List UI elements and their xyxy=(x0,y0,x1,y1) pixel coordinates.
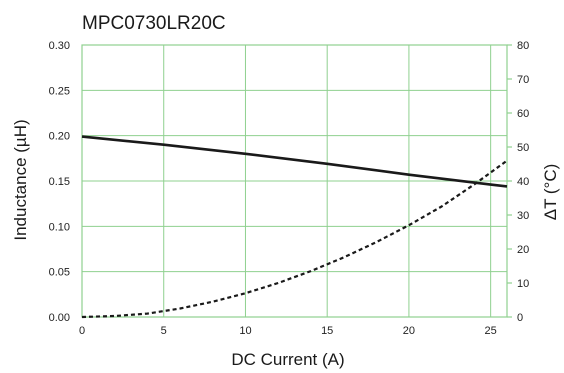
x-tick-label: 25 xyxy=(485,325,497,337)
y-right-tick-label: 60 xyxy=(517,108,529,120)
x-tick-label: 5 xyxy=(161,325,167,337)
inductance-line xyxy=(81,135,508,188)
y-right-tick-label: 50 xyxy=(517,142,529,154)
x-tick-label: 20 xyxy=(403,325,415,337)
y-axis-title: Inductance (µH) xyxy=(11,119,30,240)
y-tick-label: 0.05 xyxy=(49,267,70,279)
y-right-tick-label: 80 xyxy=(517,40,529,52)
y-right-tick-label: 0 xyxy=(517,312,523,324)
chart-title: MPC0730LR20C xyxy=(82,13,226,34)
grid xyxy=(81,44,512,318)
y-right-tick-label: 40 xyxy=(517,176,529,188)
y-tick-label: 0.00 xyxy=(49,312,70,324)
x-tick-label: 0 xyxy=(79,325,85,337)
y-tick-label: 0.10 xyxy=(49,221,70,233)
temperature-rise-line xyxy=(81,159,508,319)
y-tick-label: 0.15 xyxy=(49,176,70,188)
y-right-tick-label: 10 xyxy=(517,278,529,290)
series xyxy=(81,135,508,319)
y-axis-right-title: ΔT (°C) xyxy=(541,164,560,221)
x-axis-title: DC Current (A) xyxy=(231,350,344,369)
x-tick-label: 15 xyxy=(321,325,333,337)
y-tick-label: 0.30 xyxy=(49,40,70,52)
y-right-tick-label: 20 xyxy=(517,244,529,256)
y-tick-label: 0.20 xyxy=(49,131,70,143)
x-tick-label: 10 xyxy=(239,325,251,337)
y-right-tick-label: 70 xyxy=(517,74,529,86)
y-tick-label: 0.25 xyxy=(49,85,70,97)
y-right-tick-label: 30 xyxy=(517,210,529,222)
tick-labels: 0 5 10 15 20 25 0.00 0.05 0.10 0.15 0.20 0.25 0.30 0 1… xyxy=(49,40,530,337)
